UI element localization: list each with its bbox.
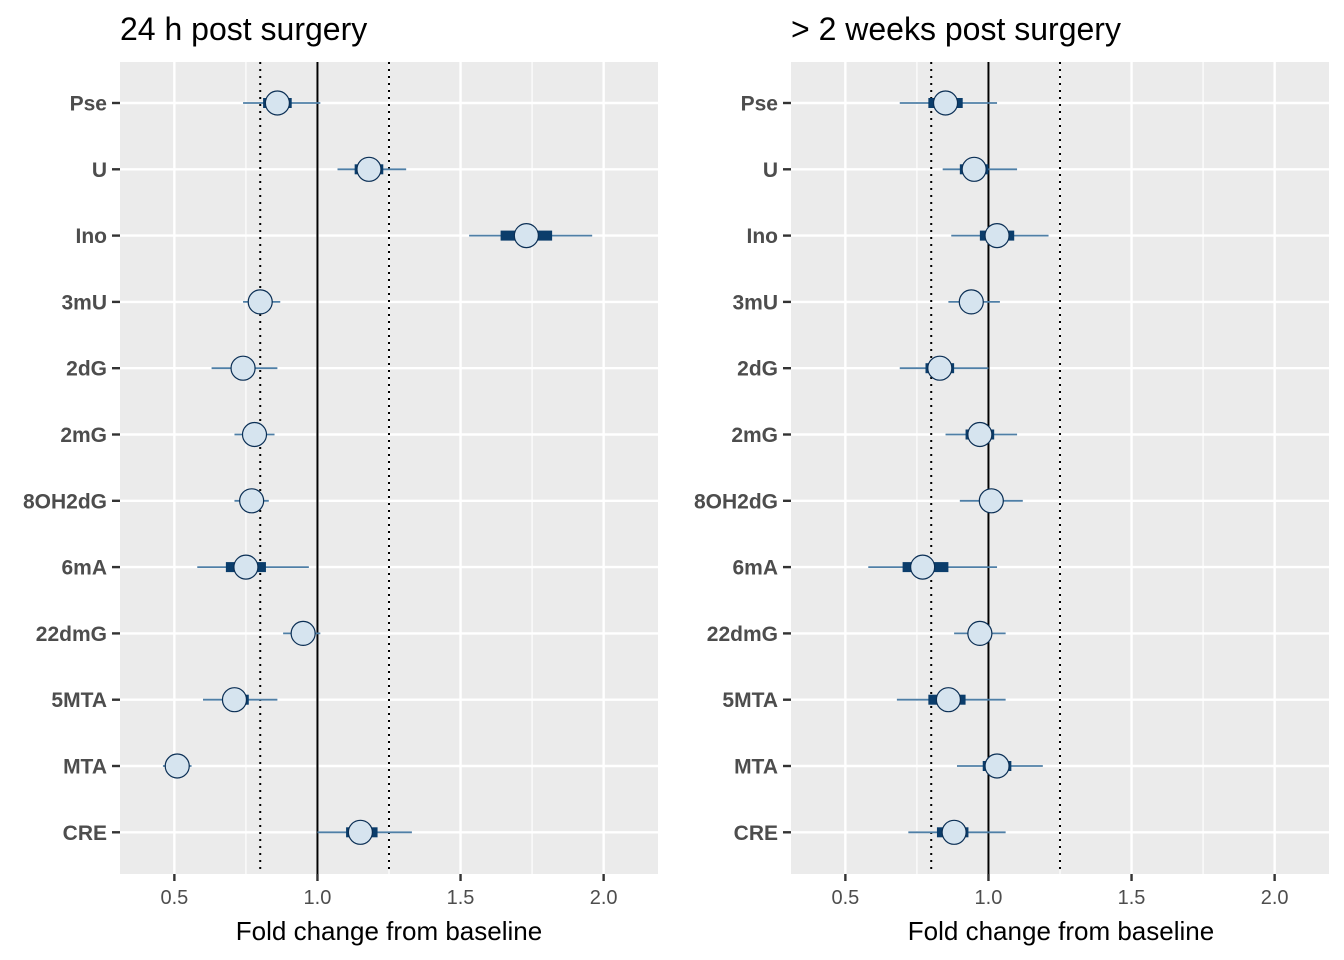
point-estimate <box>910 554 936 580</box>
point-estimate <box>247 289 273 315</box>
panel-24h: 24 h post surgery Fold change from basel… <box>23 11 658 946</box>
point-estimate <box>290 620 316 647</box>
x-tick-label: 2.0 <box>1261 887 1289 909</box>
x-tick-label: 1.0 <box>975 887 1003 909</box>
x-tick-label: 0.5 <box>831 887 859 909</box>
point-estimate <box>239 488 265 514</box>
y-tick-label: 22dmG <box>36 623 107 646</box>
y-tick-label: 8OH2dG <box>694 490 778 513</box>
y-tick-label: U <box>763 159 778 182</box>
chart-title: > 2 weeks post surgery <box>791 11 1121 47</box>
point-estimate <box>356 156 382 182</box>
point-estimate <box>164 753 190 779</box>
point-estimate <box>230 355 256 381</box>
y-tick-label: CRE <box>734 822 778 845</box>
y-tick-label: CRE <box>63 822 107 845</box>
x-tick-label: 1.5 <box>447 887 475 909</box>
y-tick-label: Ino <box>747 225 779 248</box>
y-tick-label: 5MTA <box>722 689 778 712</box>
y-tick-label: 2mG <box>60 424 107 447</box>
y-tick-label: Pse <box>70 93 107 116</box>
point-estimate <box>984 223 1010 249</box>
x-tick-label: 2.0 <box>590 887 618 909</box>
y-tick-label: 22dmG <box>707 623 778 646</box>
point-estimate <box>935 687 961 713</box>
point-estimate <box>513 223 539 249</box>
x-tick-label: 1.0 <box>304 887 332 909</box>
y-tick-label: MTA <box>63 756 107 779</box>
point-estimate <box>927 355 953 381</box>
x-tick-label: 0.5 <box>160 887 188 909</box>
x-tick-label: 1.5 <box>1118 887 1146 909</box>
point-estimate <box>961 156 987 182</box>
panel-2weeks: > 2 weeks post surgery Fold change from … <box>694 11 1329 946</box>
y-tick-label: MTA <box>734 756 778 779</box>
y-tick-label: 3mU <box>61 291 107 314</box>
chart-title: 24 h post surgery <box>120 11 367 47</box>
point-estimate <box>978 488 1004 514</box>
y-tick-label: U <box>92 159 107 182</box>
y-tick-label: Pse <box>741 93 778 116</box>
point-estimate <box>264 90 290 116</box>
y-tick-label: 2dG <box>66 358 107 381</box>
y-tick-label: 2dG <box>737 358 778 381</box>
point-estimate <box>233 554 259 580</box>
x-axis-label: Fold change from baseline <box>908 916 1214 946</box>
y-tick-label: Ino <box>76 225 108 248</box>
plot-area <box>791 62 1329 874</box>
point-estimate <box>984 753 1010 779</box>
y-tick-label: 2mG <box>731 424 778 447</box>
y-tick-label: 5MTA <box>51 689 107 712</box>
plot-area <box>120 62 658 874</box>
point-estimate <box>241 421 268 448</box>
point-estimate <box>932 90 959 116</box>
point-estimate <box>941 819 967 845</box>
y-tick-label: 6mA <box>61 557 107 580</box>
y-tick-label: 8OH2dG <box>23 490 107 513</box>
x-axis-label: Fold change from baseline <box>236 916 542 946</box>
point-estimate <box>347 819 373 845</box>
point-estimate <box>958 289 984 315</box>
point-estimate <box>967 421 993 448</box>
point-estimate <box>967 620 993 647</box>
y-tick-label: 3mU <box>732 291 778 314</box>
point-estimate <box>221 687 248 713</box>
y-tick-label: 6mA <box>732 557 778 580</box>
